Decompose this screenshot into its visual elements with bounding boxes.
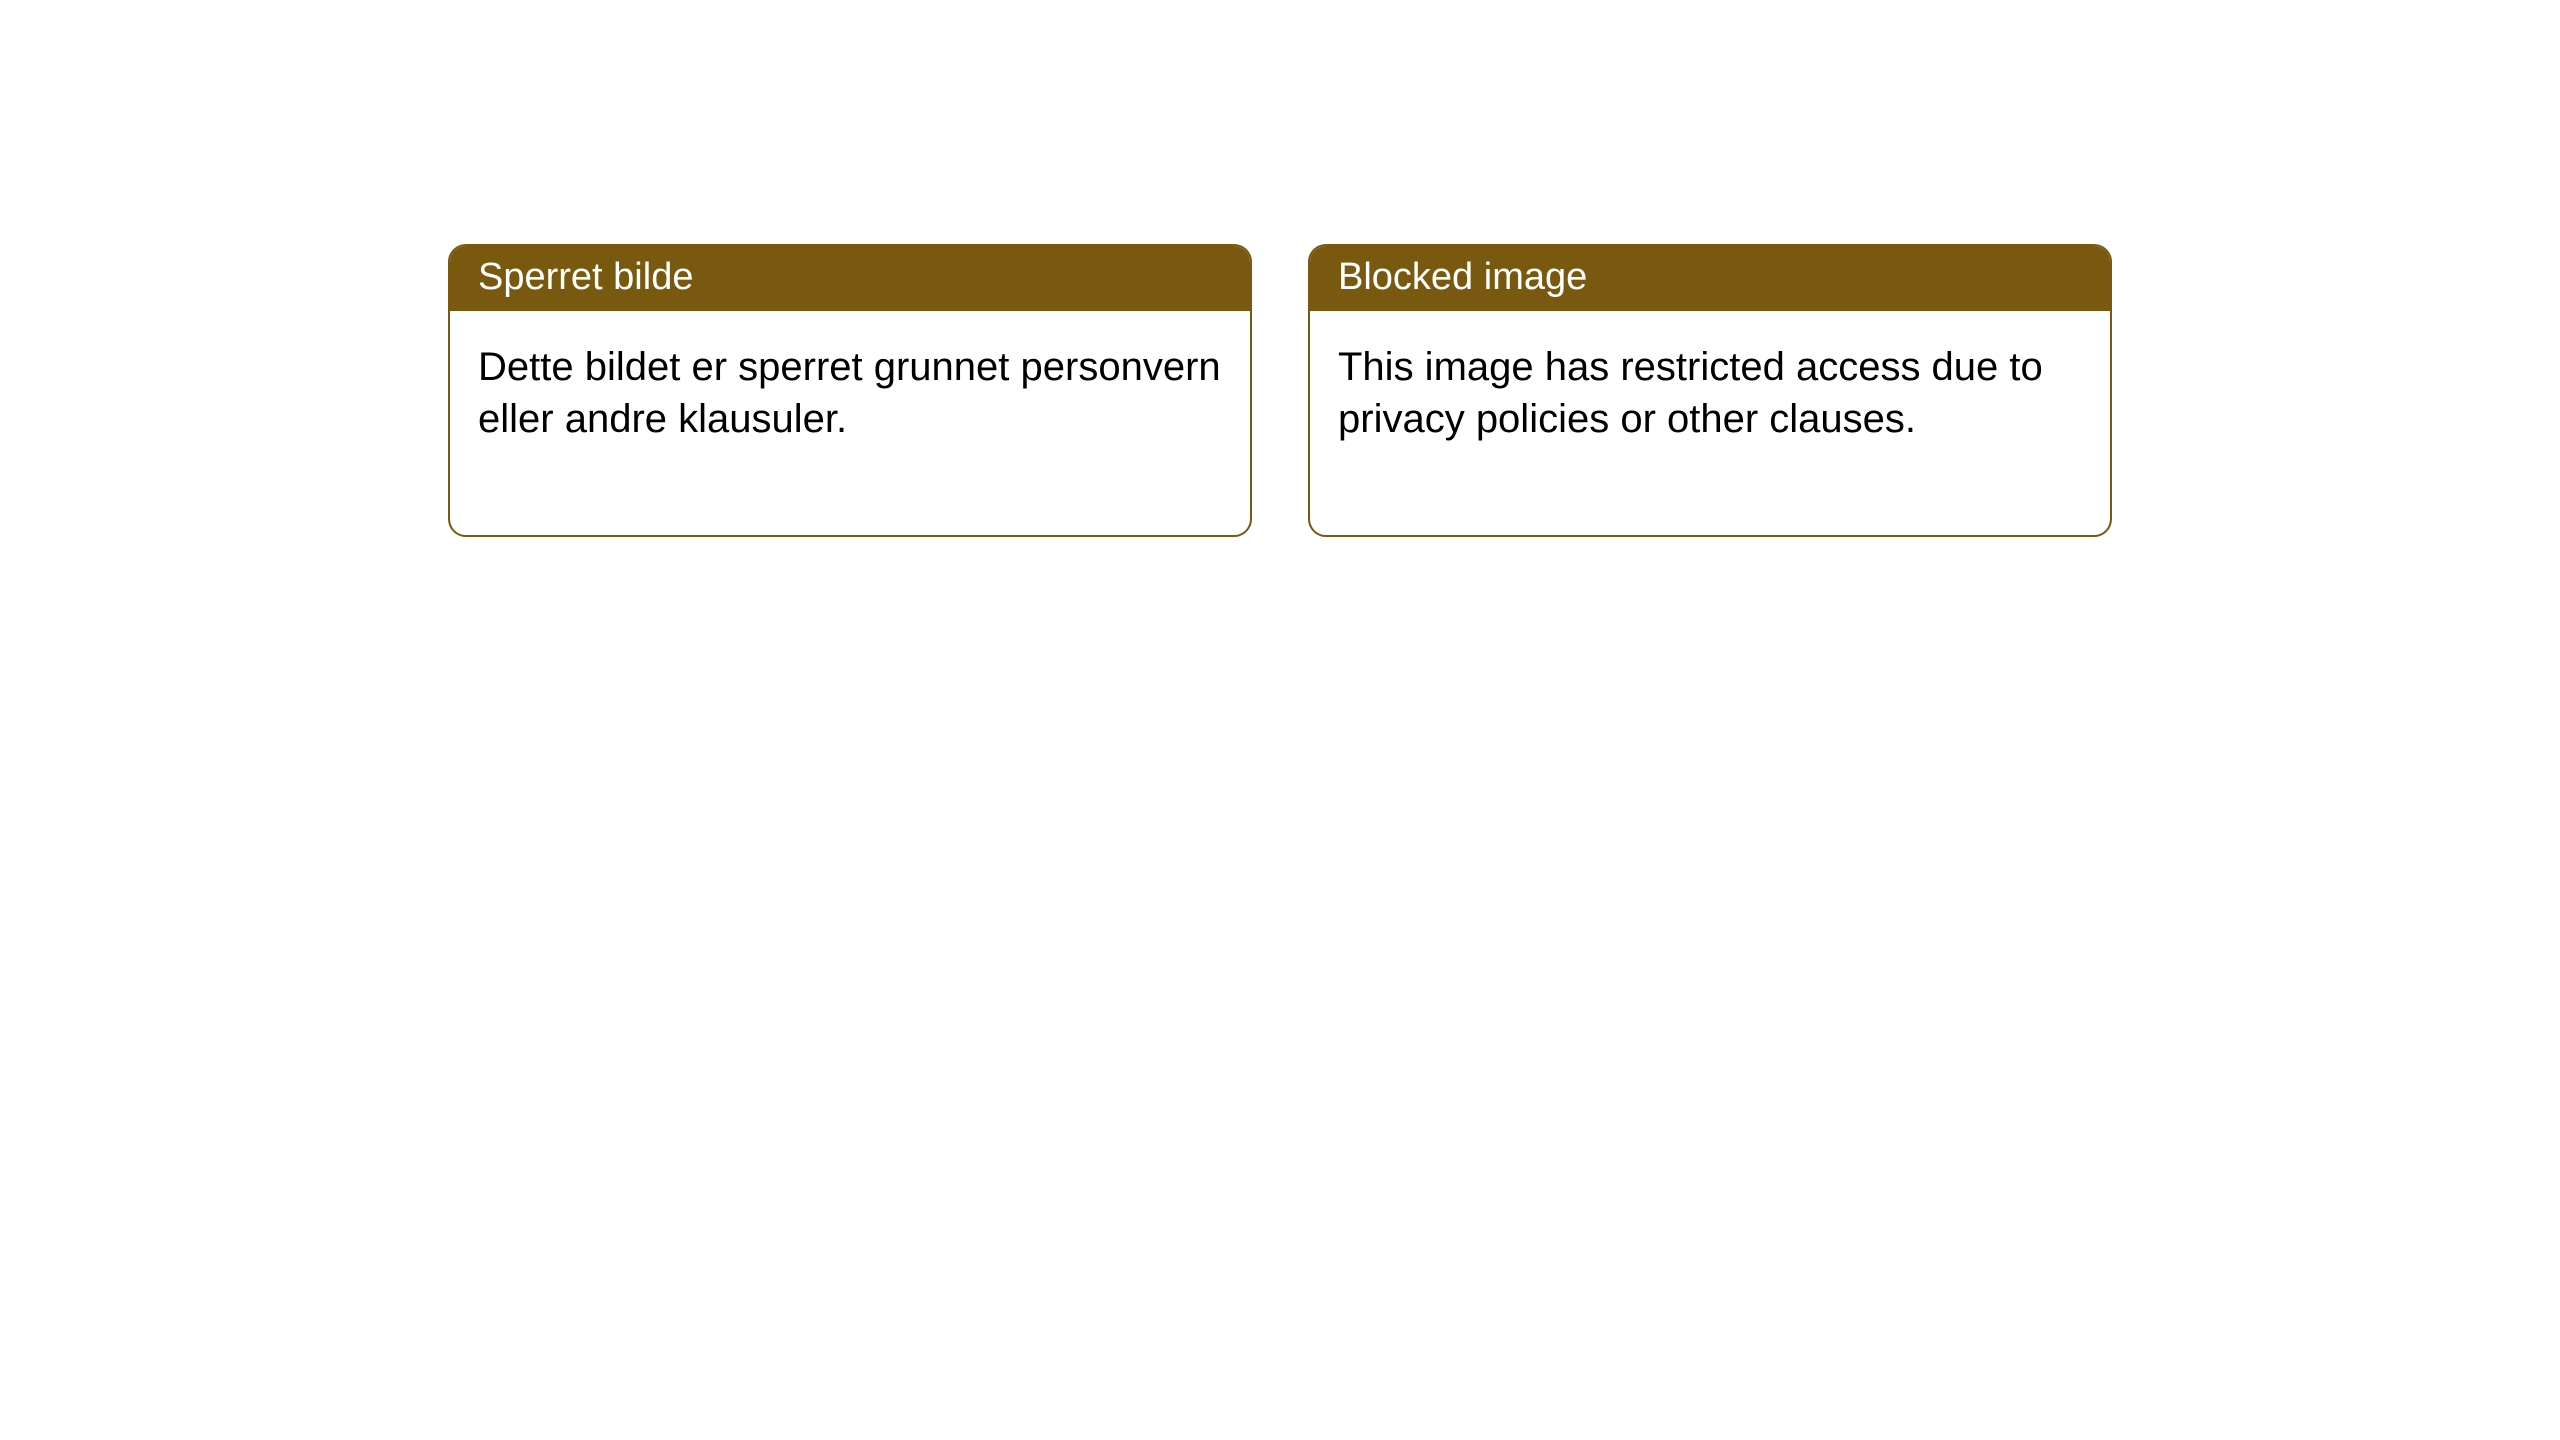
notice-body-english: This image has restricted access due to … (1310, 311, 2110, 535)
notice-card-english: Blocked image This image has restricted … (1308, 244, 2112, 537)
notice-card-norwegian: Sperret bilde Dette bildet er sperret gr… (448, 244, 1252, 537)
notice-body-norwegian: Dette bildet er sperret grunnet personve… (450, 311, 1250, 535)
notice-title-english: Blocked image (1310, 246, 2110, 311)
notice-container: Sperret bilde Dette bildet er sperret gr… (0, 0, 2560, 537)
notice-title-norwegian: Sperret bilde (450, 246, 1250, 311)
